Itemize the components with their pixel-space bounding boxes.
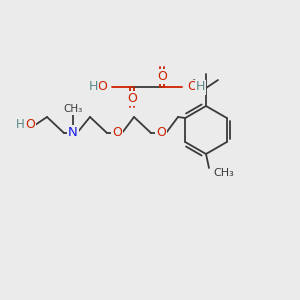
Text: O: O [157, 70, 167, 83]
Text: N: N [68, 127, 78, 140]
Text: O: O [25, 118, 35, 131]
Text: O: O [97, 80, 107, 94]
Text: CH₃: CH₃ [63, 104, 82, 114]
Text: O: O [127, 92, 137, 104]
Text: H: H [16, 118, 24, 131]
Text: O: O [112, 127, 122, 140]
Text: H: H [196, 80, 206, 94]
Text: H: H [88, 80, 98, 94]
Text: O: O [187, 80, 197, 94]
Text: CH₃: CH₃ [213, 168, 234, 178]
Text: O: O [156, 127, 166, 140]
